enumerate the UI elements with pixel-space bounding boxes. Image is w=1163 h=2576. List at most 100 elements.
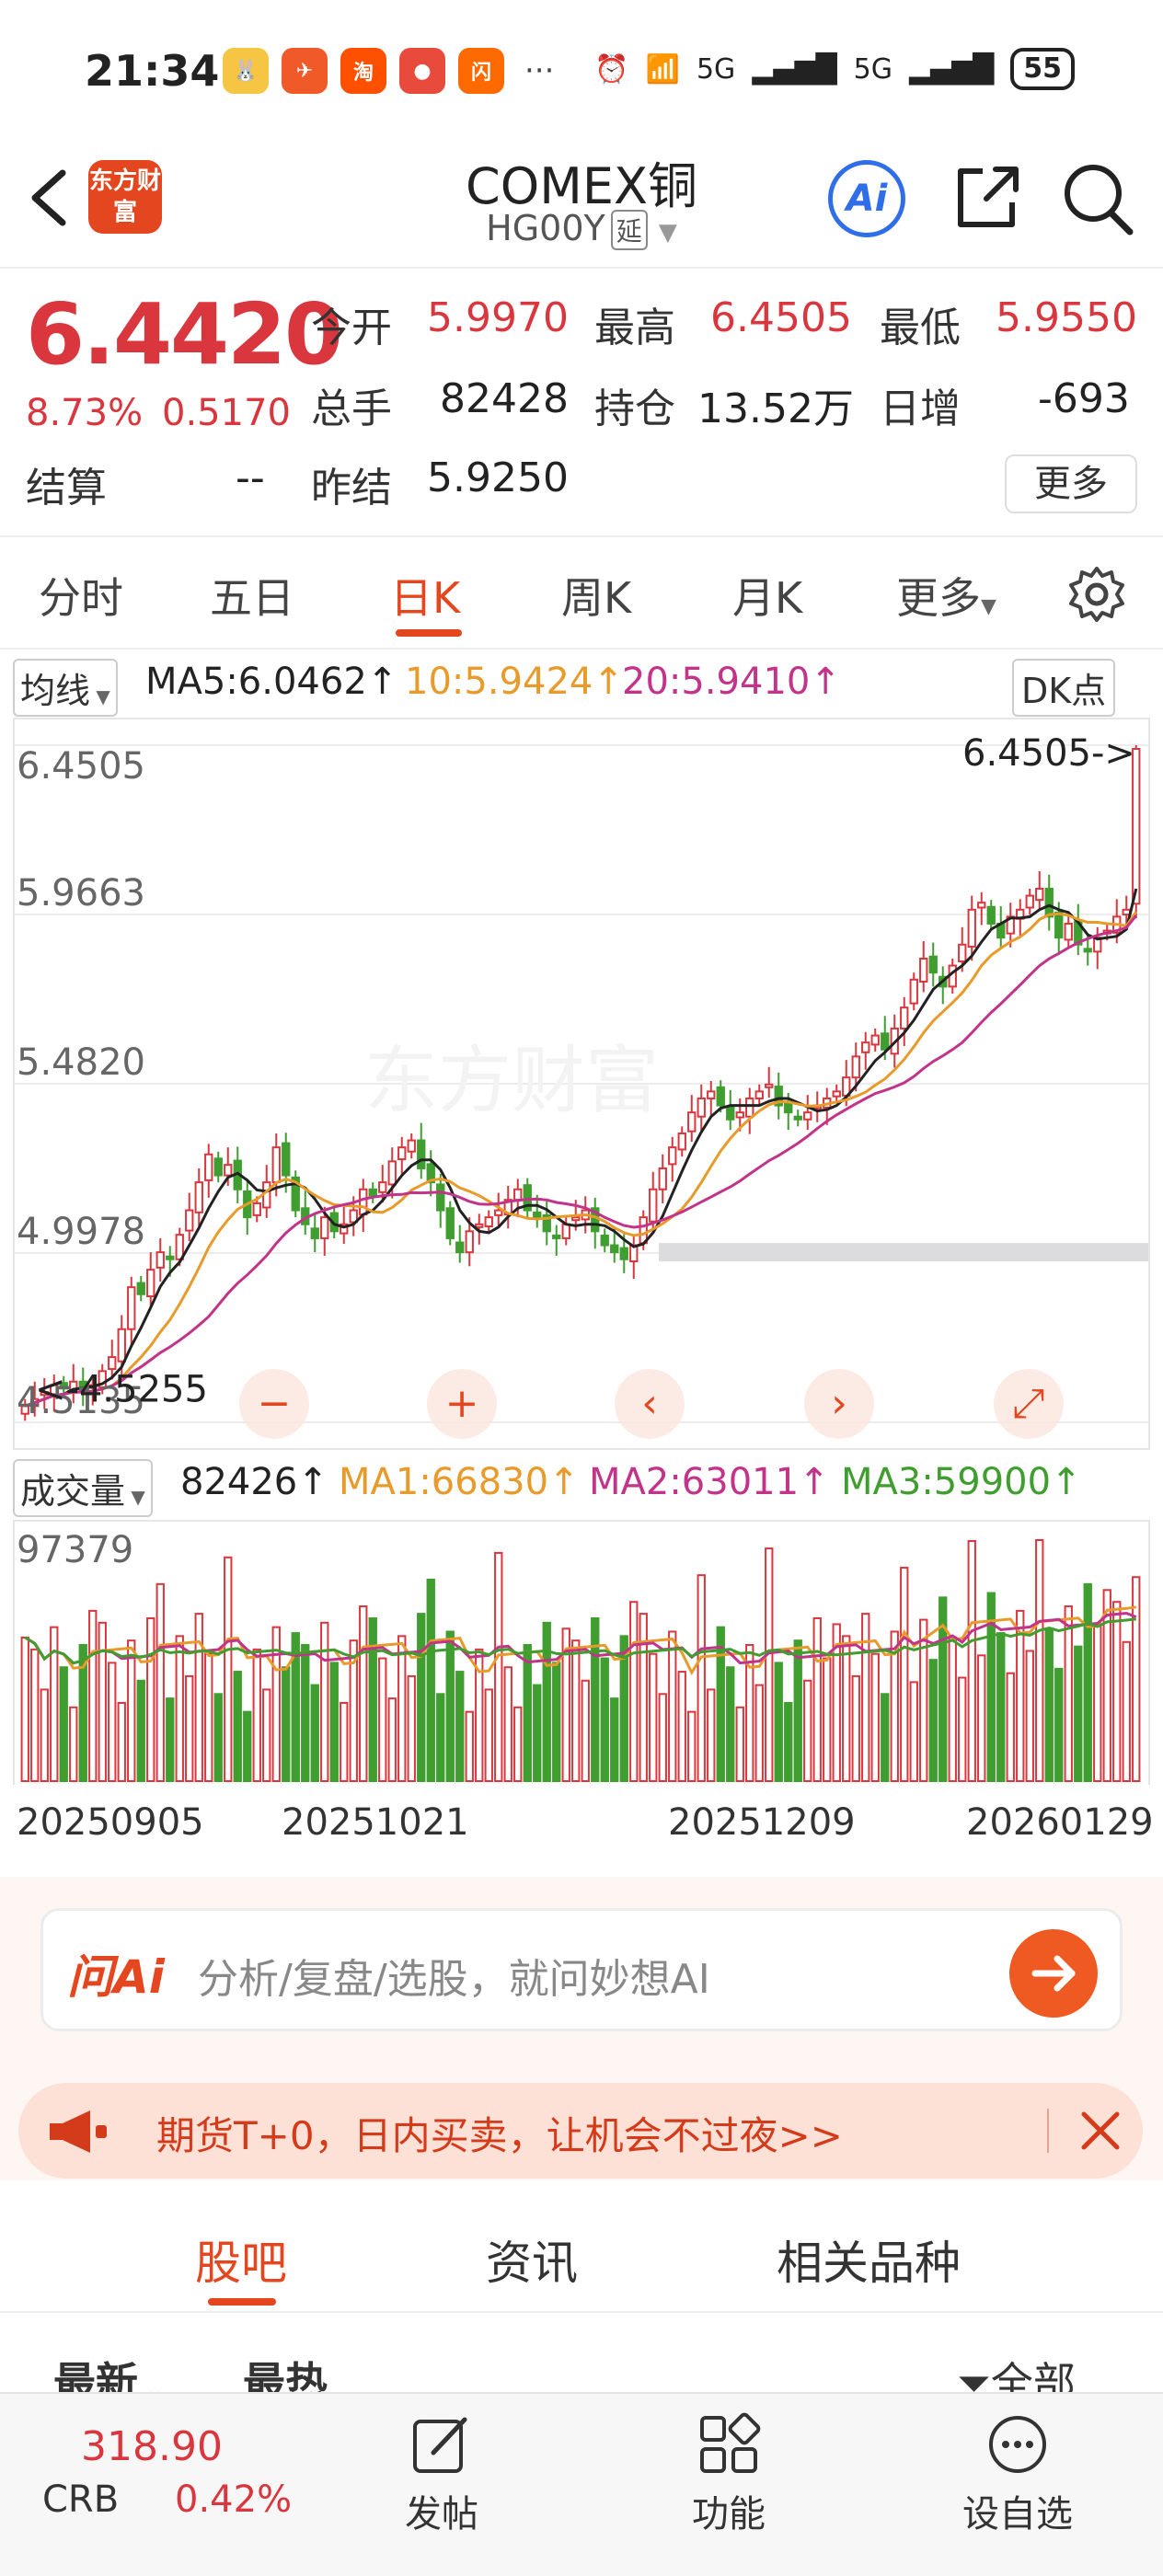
volume-bar bbox=[117, 1701, 126, 1782]
ma5-legend: MA5:6.0462↑ bbox=[145, 661, 398, 703]
ask-ai-input[interactable]: 问Ai 分析/复盘/选股，就问妙想AI bbox=[40, 1908, 1123, 2031]
candle-body bbox=[851, 1055, 860, 1079]
status-indicators: ⏰ 📶 5G ▂▄▆█ 5G ▂▄▆█ 55 bbox=[594, 48, 1075, 90]
back-button[interactable] bbox=[22, 166, 77, 230]
candle-body bbox=[368, 1188, 377, 1198]
add-watchlist-button[interactable]: 设自选 bbox=[944, 2412, 1091, 2537]
volume-bar bbox=[629, 1601, 639, 1782]
tab-monthly-k[interactable]: 月K bbox=[732, 573, 803, 623]
volume-bar bbox=[581, 1679, 590, 1783]
candlestick-chart[interactable]: 东方财富 6.4505 5.9663 5.4820 4.9978 4.5135 6.4505… bbox=[13, 718, 1150, 1450]
candle-body bbox=[649, 1188, 658, 1223]
candle-body bbox=[407, 1139, 416, 1153]
prev-icon: ‹ bbox=[641, 1380, 658, 1427]
volume-chart[interactable]: 97379 bbox=[13, 1520, 1150, 1785]
candle-body bbox=[1054, 911, 1064, 939]
post-button[interactable]: 发帖 bbox=[368, 2412, 515, 2537]
functions-button[interactable]: 功能 bbox=[655, 2412, 802, 2537]
volume-bar bbox=[233, 1671, 242, 1782]
promo-close-button[interactable] bbox=[1077, 2107, 1124, 2155]
settle-value: -- bbox=[236, 454, 265, 501]
wifi-icon: 📶 bbox=[645, 52, 680, 86]
tab-news[interactable]: 资讯 bbox=[486, 2237, 578, 2290]
ai-assistant-button[interactable]: Ai bbox=[828, 160, 905, 237]
index-name: CRB bbox=[42, 2478, 120, 2521]
share-button[interactable] bbox=[950, 158, 1023, 236]
community-tabs: 股吧 资讯 相关品种 bbox=[0, 2199, 1163, 2313]
ask-ai-submit-button[interactable] bbox=[1009, 1929, 1098, 2018]
volume-bar bbox=[98, 1621, 107, 1782]
volume-bar bbox=[996, 1632, 1006, 1782]
chart-minus-button[interactable]: − bbox=[239, 1369, 309, 1439]
volume-bar bbox=[716, 1626, 725, 1782]
tab-more[interactable]: 更多▼ bbox=[896, 565, 996, 626]
tab-more-label: 更多 bbox=[896, 573, 981, 623]
quote-panel: 6.4420 8.73% 0.5170 今开 5.9970 最高 6.4505 … bbox=[0, 269, 1163, 537]
tab-five-day[interactable]: 五日 bbox=[210, 573, 294, 623]
candle-body bbox=[387, 1160, 397, 1186]
chart-settings-button[interactable] bbox=[1067, 565, 1126, 624]
candle-body bbox=[870, 1034, 880, 1046]
volume-bar bbox=[262, 1688, 271, 1783]
chart-plus-button[interactable]: + bbox=[427, 1369, 497, 1439]
volume-ma2: MA2:63011↑ bbox=[589, 1461, 830, 1503]
candle-body bbox=[166, 1255, 175, 1260]
more-quote-button[interactable]: 更多 bbox=[1005, 454, 1137, 513]
candle-body bbox=[155, 1251, 165, 1269]
tab-related[interactable]: 相关品种 bbox=[777, 2237, 961, 2290]
date-axis: 20250905 20251021 20251209 20260129 bbox=[0, 1788, 1163, 1880]
minus-icon: − bbox=[258, 1380, 292, 1427]
min-price-marker: <-4.5255 bbox=[35, 1368, 208, 1410]
indicator-selector[interactable]: 均线 ▼ bbox=[13, 659, 118, 717]
chart-next-button[interactable]: › bbox=[804, 1369, 874, 1439]
edit-icon bbox=[413, 2417, 467, 2473]
candle-body bbox=[445, 1207, 455, 1239]
date-tick-3: 20251209 bbox=[668, 1801, 856, 1844]
chart-prev-button[interactable]: ‹ bbox=[615, 1369, 685, 1439]
tab-guba[interactable]: 股吧 bbox=[195, 2237, 287, 2290]
more-circle-icon bbox=[989, 2416, 1046, 2473]
open-interest-label: 持仓 bbox=[594, 385, 675, 432]
last-price: 6.4420 bbox=[26, 285, 343, 384]
candle-body bbox=[977, 902, 986, 909]
volume-bar bbox=[59, 1666, 68, 1782]
volume-bar bbox=[484, 1688, 493, 1783]
volume-bar bbox=[359, 1605, 368, 1782]
candle-body bbox=[310, 1227, 319, 1239]
dk-point-button[interactable]: DK点 bbox=[1012, 659, 1116, 717]
signal-5g-2: 5G bbox=[853, 52, 892, 86]
volume-bar bbox=[649, 1652, 658, 1782]
volume-bar bbox=[658, 1693, 667, 1782]
candle-body bbox=[900, 1006, 909, 1029]
vol-ma3-line bbox=[24, 1617, 1136, 1665]
caret-down-icon: ▼ bbox=[125, 1486, 145, 1508]
promo-banner[interactable]: 期货T+0，日内买卖，让机会不过夜>> bbox=[18, 2083, 1143, 2179]
tab-weekly-k[interactable]: 周K bbox=[561, 573, 632, 623]
sort-hot[interactable]: 最热 bbox=[243, 2358, 328, 2392]
candle-body bbox=[774, 1086, 783, 1107]
flash-buy-app-icon: 闪 bbox=[458, 48, 504, 94]
volume-bar bbox=[561, 1627, 570, 1782]
tab-daily-k[interactable]: 日K bbox=[390, 573, 461, 623]
volume-bar bbox=[185, 1674, 194, 1782]
volume-indicator-selector[interactable]: 成交量 ▼ bbox=[13, 1459, 153, 1517]
filter-all[interactable]: ⏷全部 bbox=[957, 2350, 1076, 2392]
candle-body bbox=[484, 1216, 493, 1228]
active-tab-indicator bbox=[396, 629, 462, 637]
search-button[interactable] bbox=[1060, 158, 1137, 236]
candle-body bbox=[1035, 887, 1044, 902]
volume-bar bbox=[127, 1639, 136, 1782]
contract-code-selector[interactable]: HG00Y 延 ▼ bbox=[0, 208, 1163, 250]
index-percent: 0.42% bbox=[175, 2478, 293, 2521]
chart-expand-button[interactable]: ⤢ bbox=[994, 1369, 1064, 1439]
tab-intraday[interactable]: 分时 bbox=[39, 573, 123, 623]
sort-row: 最新 ⌄ 最热 ⏷全部 bbox=[0, 2313, 1163, 2392]
promo-divider bbox=[1047, 2109, 1049, 2153]
candle-body bbox=[1064, 922, 1073, 941]
volume-bar bbox=[591, 1616, 600, 1782]
candle-body bbox=[600, 1234, 609, 1247]
brand-logo[interactable]: 东方财富 bbox=[88, 160, 162, 234]
sort-latest[interactable]: 最新 ⌄ bbox=[53, 2350, 164, 2392]
candle-body bbox=[20, 1405, 29, 1415]
volume-bar bbox=[967, 1540, 976, 1782]
